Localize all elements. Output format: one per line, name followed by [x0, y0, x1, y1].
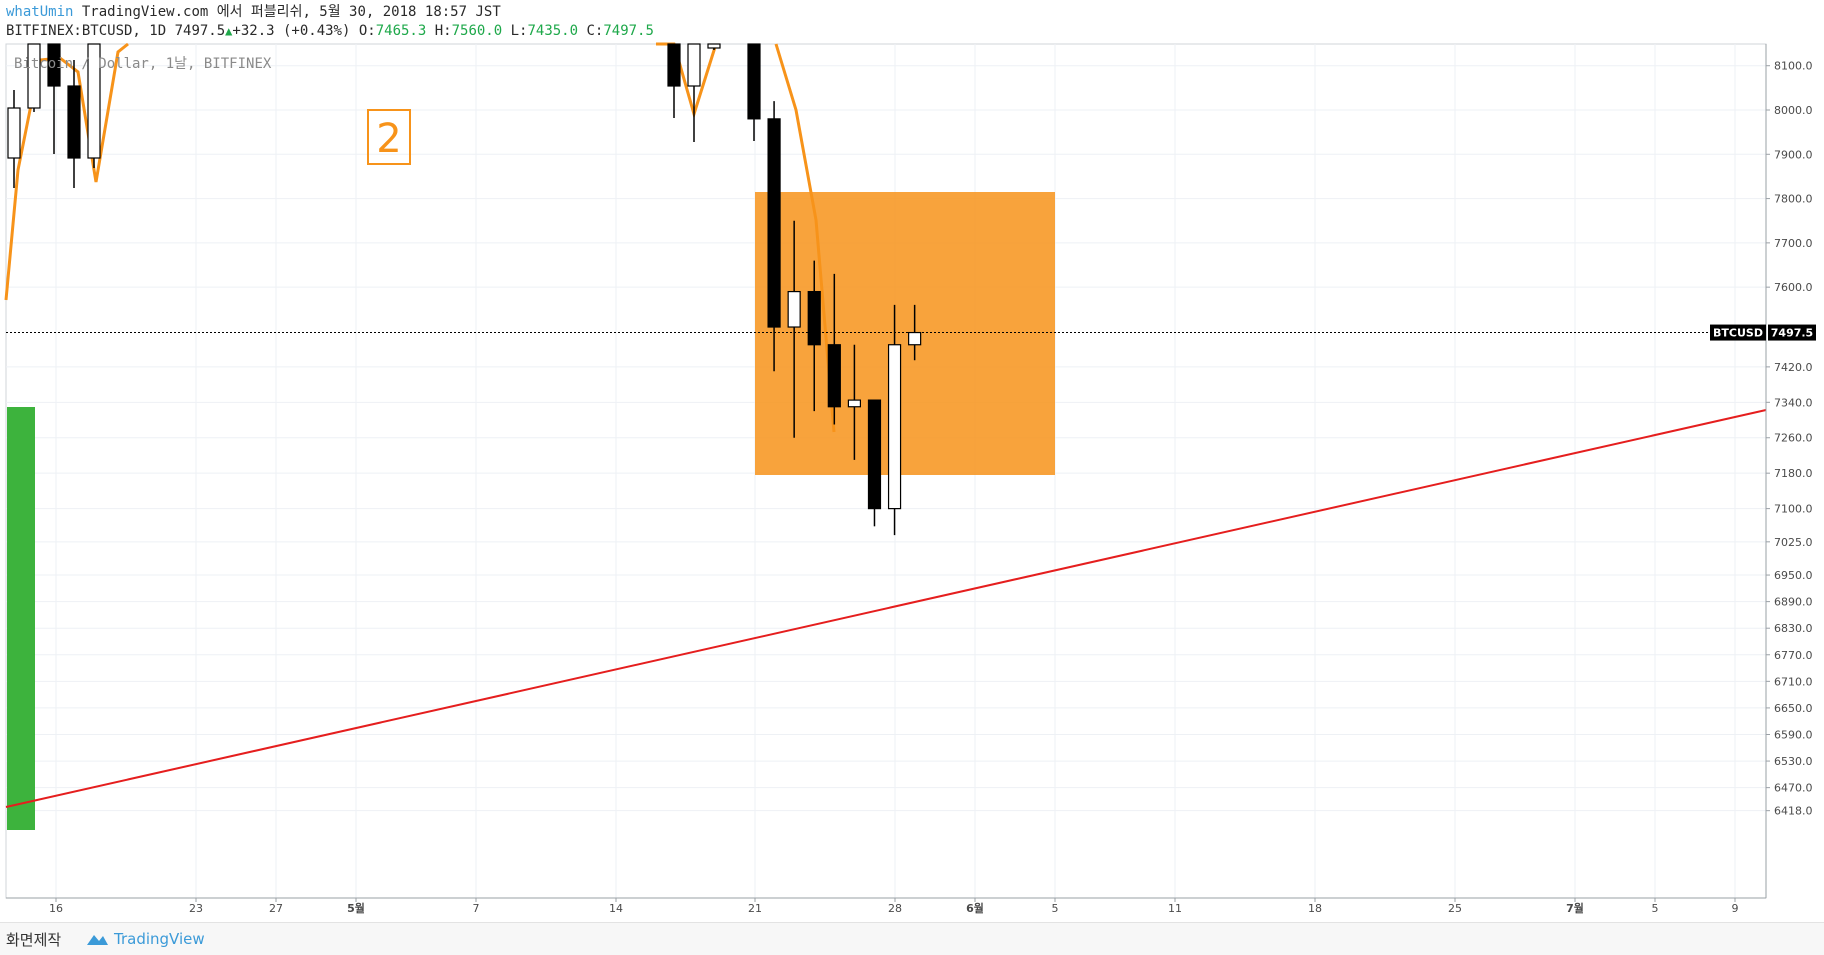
y-tick-label: 6530.0 [1774, 755, 1813, 768]
price-tag-symbol-bg [1710, 324, 1766, 341]
x-tick-label: 5 [1052, 902, 1059, 915]
x-tick-label: 21 [748, 902, 762, 915]
candle-body[interactable] [827, 344, 841, 408]
x-tick-label: 6월 [966, 901, 984, 915]
candle-body[interactable] [47, 43, 61, 87]
footer-label: 화면제작 [6, 931, 62, 949]
red-trendline[interactable] [5, 409, 1767, 808]
y-tick-label: 7260.0 [1774, 432, 1813, 445]
open-label: O: [358, 23, 376, 39]
y-tick-label: 6830.0 [1774, 622, 1813, 635]
y-tick-label: 7100.0 [1774, 503, 1813, 516]
y-tick-label: 7600.0 [1774, 281, 1813, 294]
footer-brand[interactable]: TradingView [114, 930, 205, 948]
candle-body[interactable] [908, 331, 922, 346]
x-tick-label: 28 [888, 902, 902, 915]
candle-body[interactable] [67, 85, 81, 159]
y-tick-label: 6950.0 [1774, 569, 1813, 582]
watermark-layer: Bitcoin / Dollar, 1날, BITFINEX [14, 56, 272, 72]
candle-body[interactable] [87, 43, 101, 159]
candle-body[interactable] [807, 290, 821, 346]
candle-body[interactable] [847, 399, 862, 408]
y-tick-label: 6650.0 [1774, 702, 1813, 715]
symbol-info: BITFINEX:BTCUSD, 1D 7497.5▲+32.3 (+0.43%… [6, 22, 654, 40]
close-value: 7497.5 [603, 23, 654, 39]
candle-body[interactable] [747, 43, 761, 120]
annotation-layer: 2 [367, 109, 411, 165]
x-tick-label: 7월 [1566, 901, 1584, 915]
price-tag-symbol: BTCUSD [1713, 327, 1763, 340]
high-value: 7560.0 [451, 23, 503, 39]
orange-line-mid[interactable] [774, 43, 836, 433]
y-tick-label: 6890.0 [1774, 596, 1813, 609]
y-tick-label: 7420.0 [1774, 361, 1813, 374]
axes: 16 23 27 5월 7 14 21 28 6월 5 11 18 25 7월 5 9 8100.0 8000.0… [6, 44, 1813, 915]
published-text: TradingView.com 에서 퍼블리쉬, 5월 30, 2018 18:… [81, 4, 501, 20]
y-tick-label: 7025.0 [1774, 536, 1813, 549]
symbol-text: BITFINEX:BTCUSD, 1D [6, 23, 167, 39]
candles [7, 43, 922, 536]
candle-body[interactable] [787, 290, 801, 328]
candle-body[interactable] [27, 43, 41, 109]
up-arrow-icon: ▲ [225, 24, 233, 38]
footer: 화면제작 TradingView [0, 922, 1824, 955]
candle-body[interactable] [707, 43, 721, 49]
price-tag-value-bg [1768, 324, 1816, 341]
y-tick-label: 8000.0 [1774, 104, 1813, 117]
candle-body[interactable] [687, 43, 701, 87]
x-tick-label: 23 [189, 902, 203, 915]
y-tick-label: 6418.0 [1774, 805, 1813, 818]
y-tick-label: 7800.0 [1774, 193, 1813, 206]
candle-body[interactable] [7, 107, 21, 159]
chart-header: whatUmin TradingView.com 에서 퍼블리쉬, 5월 30,… [0, 0, 1824, 44]
author-name[interactable]: whatUmin [6, 4, 74, 20]
x-tick-label: 18 [1308, 902, 1322, 915]
y-tick-label: 7340.0 [1774, 396, 1813, 409]
low-value: 7435.0 [527, 23, 579, 39]
change-text: +32.3 (+0.43%) [232, 23, 351, 39]
y-tick-label: 6770.0 [1774, 649, 1813, 662]
annotation-box[interactable] [367, 109, 411, 165]
y-tick-label: 6470.0 [1774, 782, 1813, 795]
x-tick-label: 27 [269, 902, 283, 915]
x-tick-label: 14 [609, 902, 623, 915]
line-layer [4, 42, 1767, 808]
y-tick-label: 7700.0 [1774, 237, 1813, 250]
green-bar[interactable] [7, 407, 35, 830]
x-tick-label: 25 [1448, 902, 1462, 915]
annotation-label: 2 [376, 116, 401, 162]
low-label: L: [510, 23, 528, 39]
close-label: C: [586, 23, 604, 39]
candle-body[interactable] [667, 43, 681, 87]
x-tick-label: 11 [1168, 902, 1182, 915]
x-tick-label: 7 [473, 902, 480, 915]
zone-layer [7, 192, 1055, 830]
y-tick-label: 7900.0 [1774, 148, 1813, 161]
last-price: 7497.5 [174, 23, 226, 39]
publish-info: whatUmin TradingView.com 에서 퍼블리쉬, 5월 30,… [6, 3, 501, 21]
y-tick-label: 6710.0 [1774, 675, 1813, 688]
x-tick-label: 5 [1652, 902, 1659, 915]
orange-line-left[interactable] [4, 42, 129, 301]
y-tick-label: 7180.0 [1774, 467, 1813, 480]
chart-canvas[interactable]: Bitcoin / Dollar, 1날, BITFINEX 2 16 23 27 5… [0, 0, 1824, 922]
candle-body[interactable] [887, 344, 902, 510]
price-tag-value: 7497.5 [1771, 327, 1813, 340]
price-tag-layer: BTCUSD 7497.5 [6, 324, 1816, 341]
cloud-logo-icon [87, 935, 108, 945]
chart-watermark: Bitcoin / Dollar, 1날, BITFINEX [14, 56, 272, 72]
y-tick-label: 6590.0 [1774, 728, 1813, 741]
open-value: 7465.3 [375, 23, 427, 39]
candle-body[interactable] [867, 399, 882, 510]
x-tick-label: 5월 [347, 901, 365, 915]
orange-line-top[interactable] [656, 42, 718, 120]
high-label: H: [434, 23, 452, 39]
x-tick-label: 9 [1732, 902, 1739, 915]
y-tick-label: 8100.0 [1774, 60, 1813, 73]
x-tick-label: 16 [49, 902, 63, 915]
candle-body[interactable] [767, 118, 781, 328]
orange-zone[interactable] [755, 192, 1055, 475]
